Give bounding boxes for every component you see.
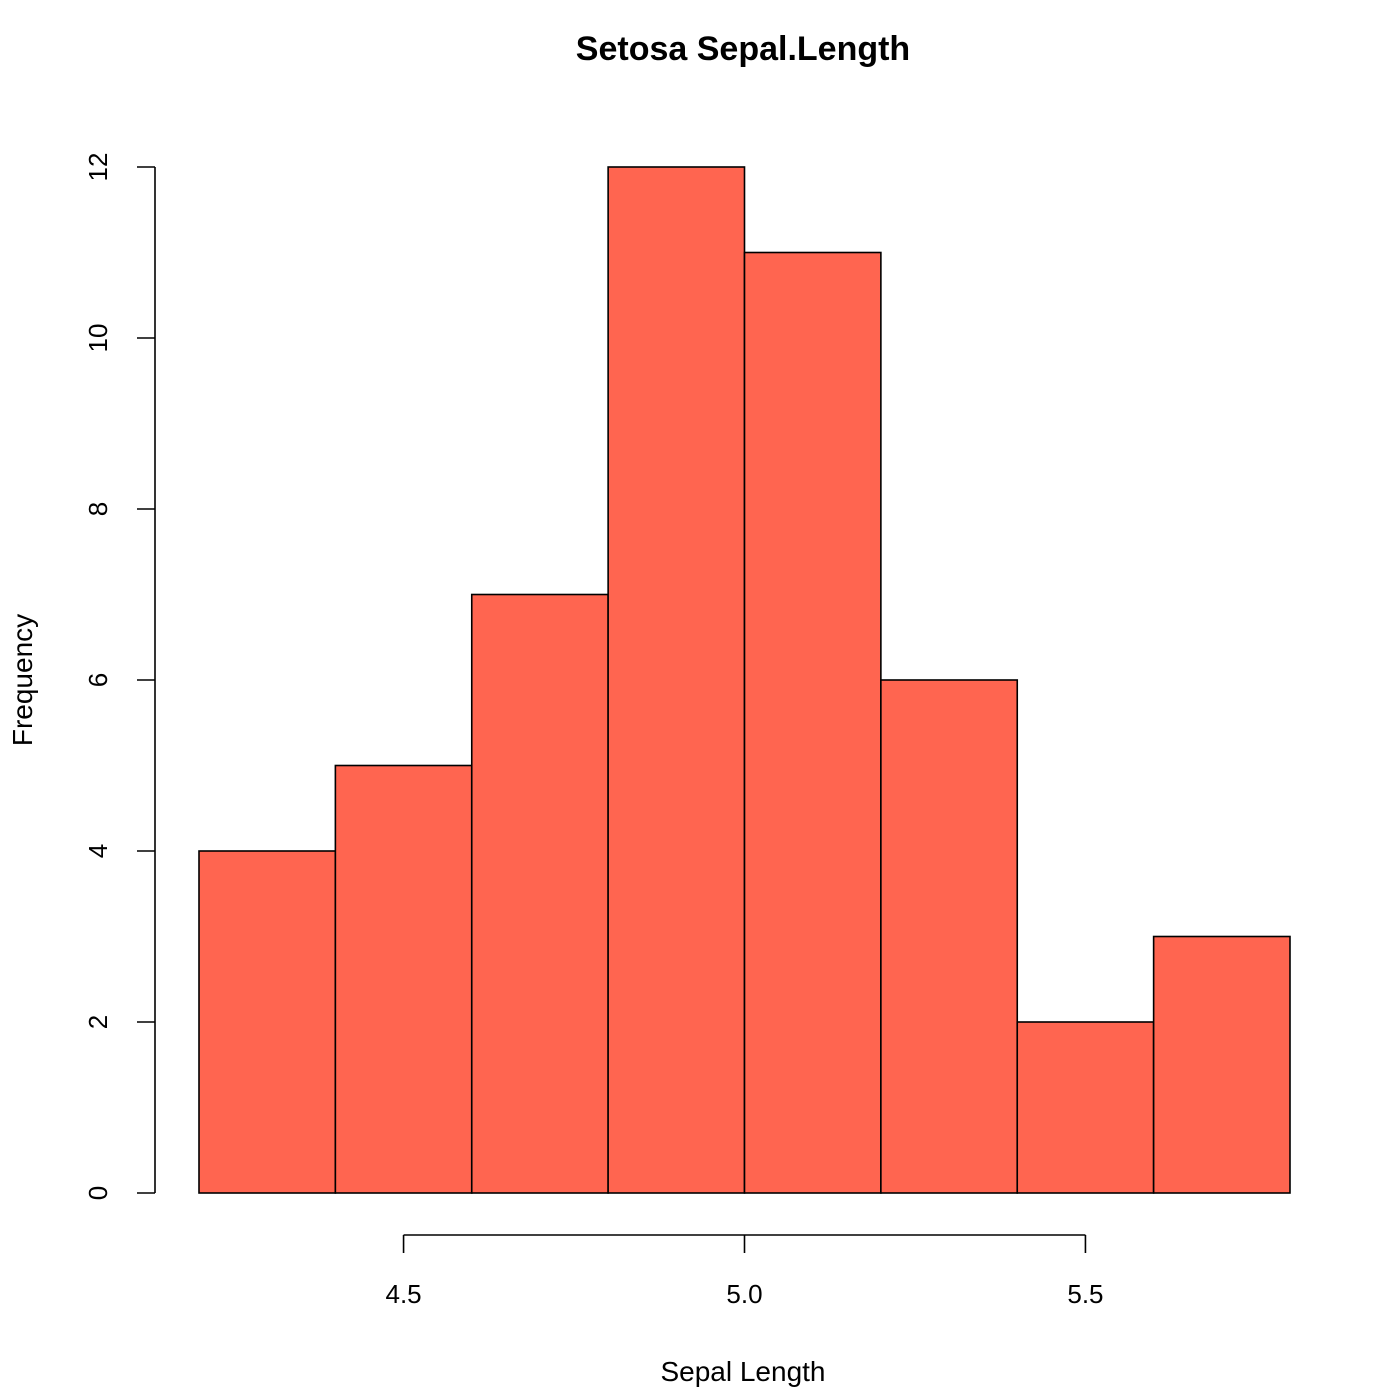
- histogram-bar-6: [880, 679, 1019, 1194]
- x-tick-label-5.0: 5.0: [726, 1279, 762, 1309]
- histogram-bar-8: [1152, 935, 1291, 1194]
- bars-group: [198, 166, 1291, 1194]
- y-tick-label-0: 0: [83, 1186, 113, 1200]
- histogram-bar-1: [198, 850, 337, 1194]
- histogram-bar-7: [1016, 1021, 1155, 1194]
- y-tick-label-6: 6: [83, 673, 113, 687]
- y-tick-label-12: 12: [83, 153, 113, 182]
- histogram-bar-5: [743, 251, 882, 1194]
- y-tick-label-10: 10: [83, 324, 113, 353]
- x-tick-label-4.5: 4.5: [385, 1279, 421, 1309]
- histogram-bar-3: [470, 593, 609, 1194]
- x-axis: 4.5 5.0 5.5: [385, 1234, 1104, 1309]
- x-axis-title: Sepal Length: [660, 1356, 825, 1387]
- y-tick-label-8: 8: [83, 502, 113, 516]
- y-axis: 0 2 4 6 8 10 12: [83, 153, 156, 1200]
- chart-title: Setosa Sepal.Length: [576, 30, 910, 68]
- histogram-bar-4: [607, 166, 746, 1194]
- y-tick-label-4: 4: [83, 844, 113, 858]
- x-tick-label-5.5: 5.5: [1067, 1279, 1103, 1309]
- y-tick-label-2: 2: [83, 1015, 113, 1029]
- histogram-bar-2: [334, 764, 473, 1194]
- y-axis-title: Frequency: [7, 614, 38, 746]
